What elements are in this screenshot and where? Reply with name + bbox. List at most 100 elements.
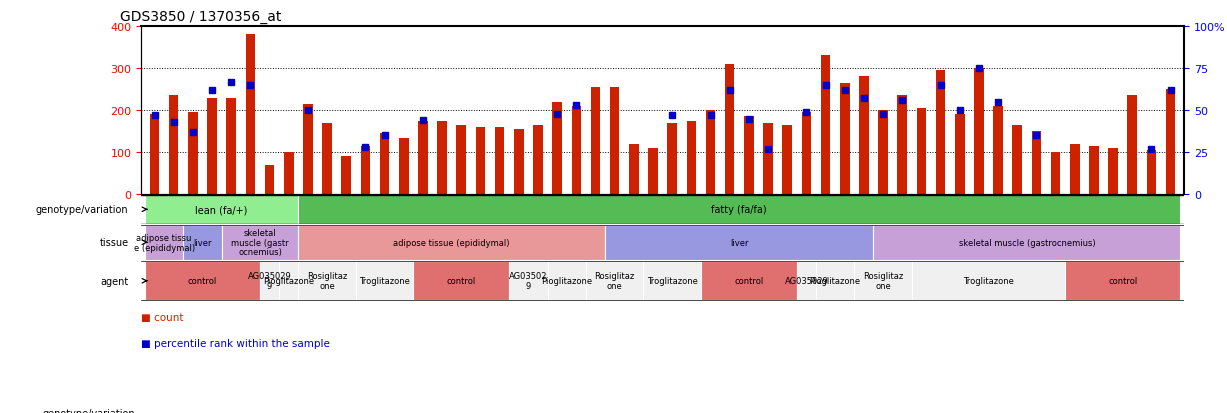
Text: Troglitazone: Troglitazone: [963, 277, 1014, 285]
Bar: [936, 71, 945, 195]
Bar: [610, 88, 620, 195]
Text: Troglitazone: Troglitazone: [360, 277, 410, 285]
Text: AG03502
9: AG03502 9: [509, 272, 547, 290]
Bar: [763, 123, 773, 195]
Bar: [1065, 261, 1180, 301]
Text: control: control: [447, 277, 476, 285]
Bar: [605, 225, 874, 260]
Bar: [399, 138, 409, 195]
Text: adipose tissu
e (epididymal): adipose tissu e (epididymal): [134, 233, 195, 252]
Bar: [150, 115, 160, 195]
Bar: [687, 121, 696, 195]
Bar: [667, 123, 677, 195]
Text: control: control: [1108, 277, 1137, 285]
Bar: [840, 83, 849, 195]
Text: Rosiglitaz
one: Rosiglitaz one: [595, 272, 634, 290]
Text: skeletal
muscle (gastr
ocnemius): skeletal muscle (gastr ocnemius): [231, 228, 288, 257]
Bar: [509, 261, 547, 301]
Bar: [298, 195, 1180, 224]
Bar: [897, 96, 907, 195]
Bar: [534, 126, 542, 195]
Bar: [1166, 90, 1175, 195]
Text: Rosiglitaz
one: Rosiglitaz one: [863, 272, 903, 290]
Bar: [361, 147, 371, 195]
Text: liver: liver: [193, 238, 212, 247]
Bar: [643, 261, 701, 301]
Bar: [994, 107, 1002, 195]
Bar: [1050, 153, 1060, 195]
Bar: [816, 261, 854, 301]
Bar: [701, 261, 796, 301]
Bar: [188, 113, 198, 195]
Bar: [1147, 151, 1156, 195]
Text: agent: agent: [101, 276, 129, 286]
Text: fatty (fa/fa): fatty (fa/fa): [712, 205, 767, 215]
Bar: [1090, 147, 1098, 195]
Bar: [725, 65, 735, 195]
Bar: [783, 126, 791, 195]
Bar: [145, 225, 183, 260]
Bar: [222, 225, 298, 260]
Text: lean (fa/+): lean (fa/+): [195, 205, 248, 215]
Bar: [380, 134, 389, 195]
Bar: [227, 98, 236, 195]
Text: adipose tissue (epididymal): adipose tissue (epididymal): [394, 238, 510, 247]
Text: Pioglitazone: Pioglitazone: [541, 277, 593, 285]
Bar: [476, 128, 485, 195]
Bar: [955, 115, 964, 195]
Bar: [437, 121, 447, 195]
Bar: [356, 261, 413, 301]
Bar: [145, 195, 298, 224]
Bar: [801, 113, 811, 195]
Bar: [183, 225, 222, 260]
Text: Pioglitazone: Pioglitazone: [810, 277, 860, 285]
Bar: [912, 261, 1065, 301]
Bar: [1128, 96, 1137, 195]
Bar: [265, 166, 275, 195]
Text: AG035029: AG035029: [784, 277, 828, 285]
Text: genotype/variation: genotype/variation: [36, 205, 129, 215]
Bar: [879, 111, 888, 195]
Bar: [706, 111, 715, 195]
Bar: [323, 123, 331, 195]
Bar: [245, 35, 255, 195]
Bar: [514, 130, 524, 195]
Text: GDS3850 / 1370356_at: GDS3850 / 1370356_at: [120, 10, 282, 24]
Bar: [552, 102, 562, 195]
Bar: [494, 128, 504, 195]
Bar: [207, 98, 217, 195]
Bar: [303, 104, 313, 195]
Bar: [298, 225, 605, 260]
Bar: [413, 261, 509, 301]
Bar: [1108, 149, 1118, 195]
Bar: [874, 225, 1180, 260]
Bar: [418, 121, 428, 195]
Bar: [796, 261, 816, 301]
Bar: [260, 261, 279, 301]
Bar: [298, 261, 356, 301]
Bar: [1012, 126, 1022, 195]
Bar: [169, 96, 178, 195]
Text: ■ count: ■ count: [141, 312, 184, 322]
Text: Rosiglitaz
one: Rosiglitaz one: [307, 272, 347, 290]
Bar: [854, 261, 912, 301]
Bar: [572, 107, 582, 195]
Bar: [974, 69, 984, 195]
Bar: [585, 261, 643, 301]
Bar: [1032, 132, 1042, 195]
Text: tissue: tissue: [99, 238, 129, 248]
Text: Pioglitazone: Pioglitazone: [263, 277, 314, 285]
Text: skeletal muscle (gastrocnemius): skeletal muscle (gastrocnemius): [958, 238, 1096, 247]
Text: genotype/variation: genotype/variation: [43, 408, 135, 413]
Text: liver: liver: [730, 238, 748, 247]
Bar: [547, 261, 585, 301]
Bar: [145, 261, 260, 301]
Text: ■ percentile rank within the sample: ■ percentile rank within the sample: [141, 339, 330, 349]
Bar: [917, 109, 926, 195]
Bar: [821, 56, 831, 195]
Bar: [279, 261, 298, 301]
Text: control: control: [188, 277, 217, 285]
Bar: [1070, 145, 1080, 195]
Bar: [744, 117, 753, 195]
Bar: [456, 126, 466, 195]
